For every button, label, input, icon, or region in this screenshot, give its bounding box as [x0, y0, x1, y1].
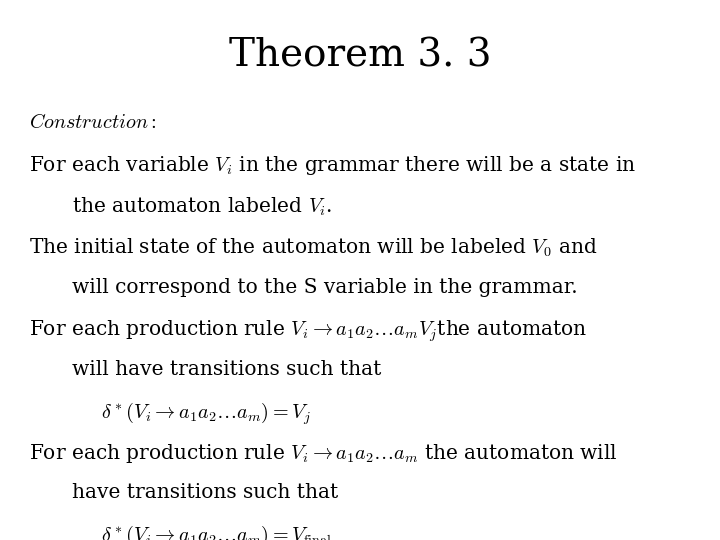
Text: Theorem 3. 3: Theorem 3. 3: [229, 38, 491, 75]
Text: have transitions such that: have transitions such that: [72, 483, 338, 502]
Text: $\delta^*(V_i \rightarrow a_1a_2\ldots a_m) = V_\mathrm{final}$: $\delta^*(V_i \rightarrow a_1a_2\ldots a…: [101, 524, 331, 540]
Text: For each production rule $V_i \rightarrow a_1a_2\ldots a_m$ the automaton will: For each production rule $V_i \rightarro…: [29, 442, 618, 465]
Text: $\delta^*(V_i \rightarrow a_1a_2\ldots a_m) = V_j$: $\delta^*(V_i \rightarrow a_1a_2\ldots a…: [101, 401, 310, 427]
Text: the automaton labeled $V_i$.: the automaton labeled $V_i$.: [72, 195, 333, 218]
Text: will have transitions such that: will have transitions such that: [72, 360, 382, 379]
Text: The initial state of the automaton will be labeled $V_0$ and: The initial state of the automaton will …: [29, 237, 598, 259]
Text: For each variable $V_i$ in the grammar there will be a state in: For each variable $V_i$ in the grammar t…: [29, 154, 636, 178]
Text: will correspond to the S variable in the grammar.: will correspond to the S variable in the…: [72, 278, 577, 296]
Text: $\mathit{Construction:}$: $\mathit{Construction:}$: [29, 113, 156, 132]
Text: For each production rule $V_i \rightarrow a_1a_2\ldots a_mV_j$the automaton: For each production rule $V_i \rightarro…: [29, 319, 587, 344]
